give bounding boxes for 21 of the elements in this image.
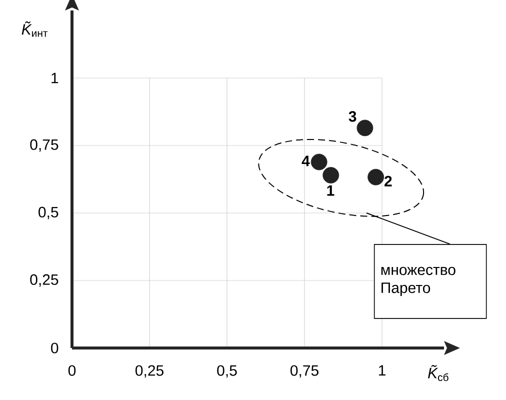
annotation: 4 xyxy=(302,156,310,166)
x-tick-label: 0,5 xyxy=(217,365,237,378)
y-tick-label: 0,75 xyxy=(30,139,58,152)
y-tick-label: 1 xyxy=(52,72,58,84)
x-tick-label: 0,75 xyxy=(290,365,318,378)
annotation: 3 xyxy=(348,111,356,122)
y-tick-label: 0,5 xyxy=(38,206,58,220)
point xyxy=(356,120,374,136)
x-axis-title: K̃$_{сб}$ xyxy=(428,365,448,382)
y-axis-title: K̃$_{инт}$ xyxy=(22,21,48,37)
x-tick-label: 1 xyxy=(378,365,386,376)
y-tick-label: 0 xyxy=(51,342,58,354)
annotation: 1 xyxy=(327,185,334,196)
point xyxy=(322,167,340,184)
point xyxy=(310,154,328,170)
y-tick-label: 0,25 xyxy=(30,274,58,287)
annotation: 2 xyxy=(384,176,392,186)
x-tick-label: 0,25 xyxy=(135,365,164,378)
point xyxy=(368,168,384,186)
x-tick-label: 0 xyxy=(68,365,76,376)
annotation: множество Парето xyxy=(381,266,456,296)
